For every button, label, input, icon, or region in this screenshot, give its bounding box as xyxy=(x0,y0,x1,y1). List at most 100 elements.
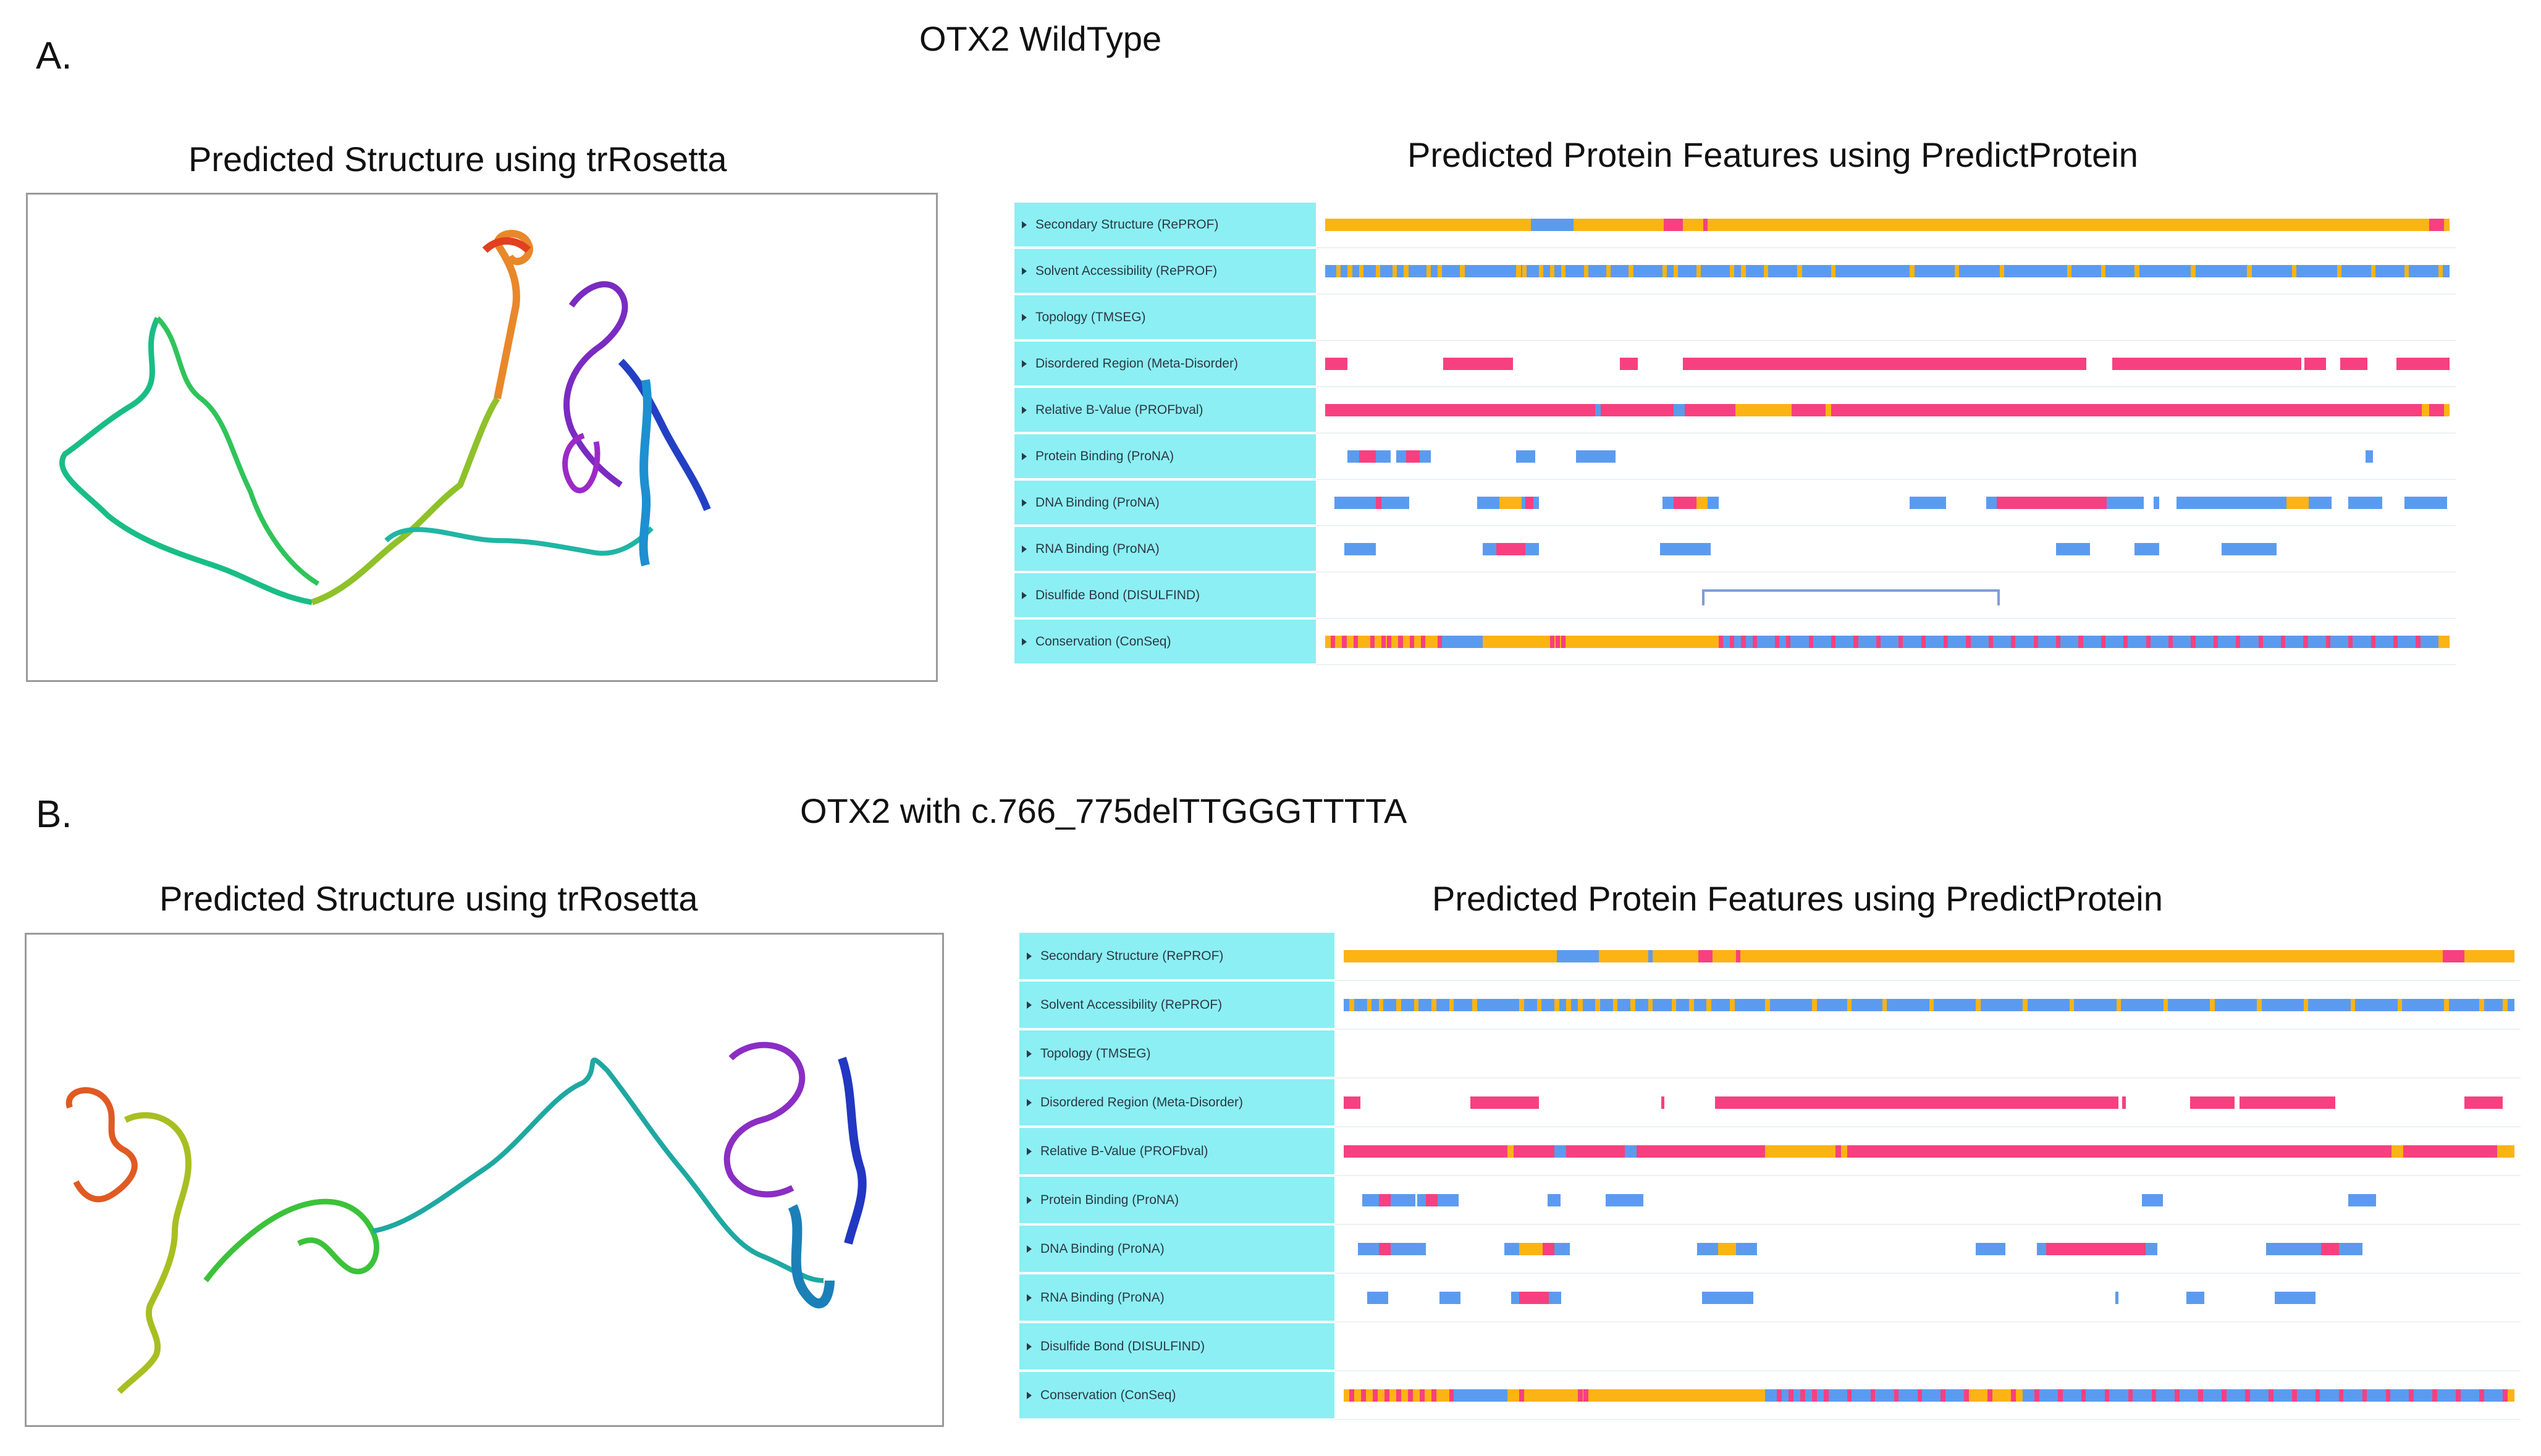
feature-stripe[interactable] xyxy=(1347,264,1352,277)
feature-stripe[interactable] xyxy=(1384,1389,1389,1402)
feature-stripe[interactable] xyxy=(1460,264,1465,277)
feature-segment[interactable] xyxy=(2023,1389,2503,1402)
feature-segment[interactable] xyxy=(1507,1145,1514,1158)
feature-stripe[interactable] xyxy=(1765,998,1770,1011)
feature-stripe[interactable] xyxy=(1393,264,1397,277)
feature-segment[interactable] xyxy=(1825,403,1831,416)
feature-stripe[interactable] xyxy=(2116,998,2122,1011)
feature-stripe[interactable] xyxy=(1917,1389,1923,1402)
expand-triangle-icon[interactable] xyxy=(1027,1050,1032,1058)
feature-stripe[interactable] xyxy=(2057,1389,2063,1402)
feature-stripe[interactable] xyxy=(2370,264,2375,277)
feature-stripe[interactable] xyxy=(1831,635,1836,648)
feature-stripe[interactable] xyxy=(1606,264,1611,277)
feature-stripe[interactable] xyxy=(1538,264,1544,277)
feature-stripe[interactable] xyxy=(1763,264,1769,277)
track-label[interactable]: Conservation (ConSeq) xyxy=(1014,620,1316,663)
feature-segment[interactable] xyxy=(1765,1389,1965,1402)
feature-segment[interactable] xyxy=(1575,450,1616,463)
feature-segment[interactable] xyxy=(1449,1389,1508,1402)
feature-stripe[interactable] xyxy=(2291,1389,2297,1402)
feature-stripe[interactable] xyxy=(2348,635,2353,648)
feature-stripe[interactable] xyxy=(1629,264,1633,277)
track-label[interactable]: DNA Binding (ProNA) xyxy=(1014,481,1316,524)
feature-stripe[interactable] xyxy=(2033,635,2038,648)
feature-segment[interactable] xyxy=(2112,357,2301,370)
feature-segment[interactable] xyxy=(1325,218,1532,231)
feature-segment[interactable] xyxy=(2365,450,2374,463)
feature-segment[interactable] xyxy=(1513,1145,1555,1158)
feature-stripe[interactable] xyxy=(1349,1389,1355,1402)
feature-segment[interactable] xyxy=(2046,1242,2146,1255)
feature-segment[interactable] xyxy=(1554,1145,1567,1158)
feature-segment[interactable] xyxy=(2286,496,2309,509)
feature-stripe[interactable] xyxy=(1719,635,1724,648)
feature-stripe[interactable] xyxy=(1361,1389,1366,1402)
feature-stripe[interactable] xyxy=(2175,1389,2180,1402)
feature-segment[interactable] xyxy=(2429,218,2444,231)
feature-stripe[interactable] xyxy=(2011,1389,2016,1402)
feature-segment[interactable] xyxy=(2396,357,2450,370)
feature-stripe[interactable] xyxy=(1853,635,1858,648)
expand-triangle-icon[interactable] xyxy=(1027,1294,1032,1302)
expand-triangle-icon[interactable] xyxy=(1022,638,1027,646)
feature-stripe[interactable] xyxy=(1847,998,1852,1011)
track-label[interactable]: Topology (TMSEG) xyxy=(1014,295,1316,339)
feature-segment[interactable] xyxy=(1439,1291,1461,1304)
feature-stripe[interactable] xyxy=(1808,635,1813,648)
feature-stripe[interactable] xyxy=(2210,998,2215,1011)
feature-stripe[interactable] xyxy=(1910,264,1915,277)
feature-stripe[interactable] xyxy=(1876,635,1881,648)
feature-segment[interactable] xyxy=(2321,1242,2339,1255)
feature-segment[interactable] xyxy=(1660,542,1711,555)
feature-stripe[interactable] xyxy=(1426,264,1431,277)
feature-segment[interactable] xyxy=(1841,1145,1847,1158)
feature-stripe[interactable] xyxy=(1583,264,1588,277)
feature-stripe[interactable] xyxy=(2168,635,2173,648)
feature-segment[interactable] xyxy=(1696,496,1708,509)
expand-triangle-icon[interactable] xyxy=(1027,1196,1032,1204)
feature-segment[interactable] xyxy=(1547,1193,1561,1206)
feature-segment[interactable] xyxy=(1519,1291,1549,1304)
feature-stripe[interactable] xyxy=(1342,635,1347,648)
feature-stripe[interactable] xyxy=(1823,1389,1829,1402)
feature-segment[interactable] xyxy=(1674,496,1696,509)
feature-segment[interactable] xyxy=(1406,450,1420,463)
feature-segment[interactable] xyxy=(1996,496,2107,509)
feature-segment[interactable] xyxy=(2142,1193,2164,1206)
feature-stripe[interactable] xyxy=(2385,1389,2391,1402)
feature-segment[interactable] xyxy=(1847,1145,2392,1158)
feature-segment[interactable] xyxy=(1525,496,1533,509)
feature-stripe[interactable] xyxy=(1550,264,1555,277)
feature-stripe[interactable] xyxy=(1516,264,1521,277)
feature-stripe[interactable] xyxy=(2101,635,2106,648)
feature-segment[interactable] xyxy=(2443,949,2464,962)
feature-stripe[interactable] xyxy=(1955,264,1960,277)
feature-stripe[interactable] xyxy=(2258,635,2263,648)
feature-segment[interactable] xyxy=(1325,357,1348,370)
feature-stripe[interactable] xyxy=(1373,1389,1378,1402)
feature-stripe[interactable] xyxy=(1396,998,1401,1011)
feature-stripe[interactable] xyxy=(2292,264,2297,277)
feature-stripe[interactable] xyxy=(2479,998,2484,1011)
feature-stripe[interactable] xyxy=(1359,264,1363,277)
feature-stripe[interactable] xyxy=(1921,635,1926,648)
track-label[interactable]: Solvent Accessibility (RePROF) xyxy=(1014,249,1316,293)
feature-stripe[interactable] xyxy=(1387,635,1392,648)
feature-stripe[interactable] xyxy=(1404,264,1409,277)
feature-segment[interactable] xyxy=(2421,403,2430,416)
feature-stripe[interactable] xyxy=(1578,998,1583,1011)
feature-segment[interactable] xyxy=(2404,496,2448,509)
feature-segment[interactable] xyxy=(1367,1291,1388,1304)
track-base-bar[interactable] xyxy=(1325,264,2450,277)
expand-triangle-icon[interactable] xyxy=(1022,267,1027,275)
feature-segment[interactable] xyxy=(2266,1242,2362,1255)
feature-stripe[interactable] xyxy=(2056,635,2061,648)
feature-stripe[interactable] xyxy=(1449,998,1454,1011)
feature-stripe[interactable] xyxy=(2479,1389,2484,1402)
feature-segment[interactable] xyxy=(1707,218,2430,231)
feature-stripe[interactable] xyxy=(2067,264,2072,277)
feature-segment[interactable] xyxy=(2274,1291,2316,1304)
feature-stripe[interactable] xyxy=(1987,1389,1992,1402)
feature-segment[interactable] xyxy=(2304,357,2326,370)
